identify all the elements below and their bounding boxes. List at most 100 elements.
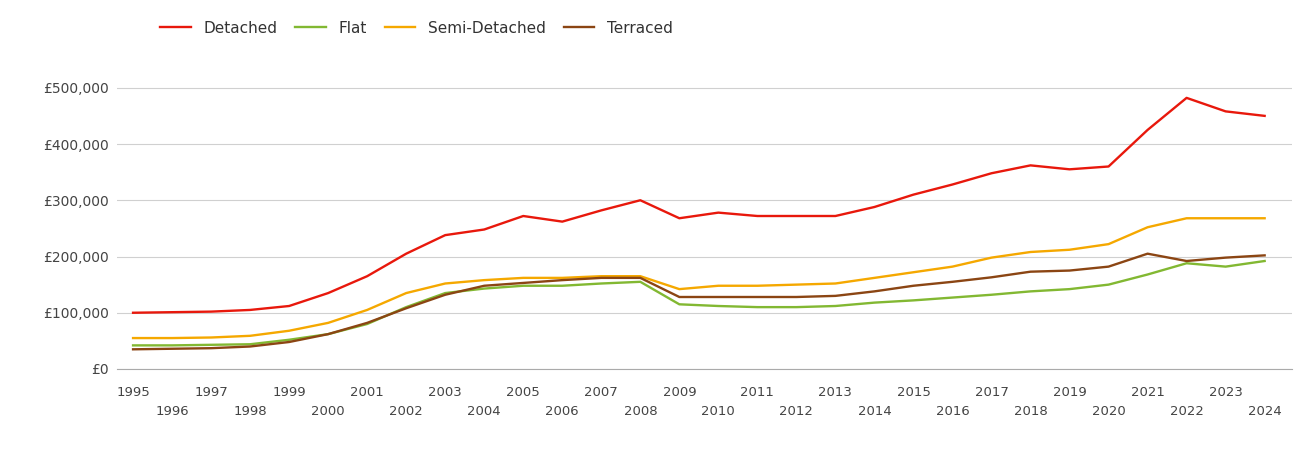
- Terraced: [672, 294, 688, 300]
- Text: 2009: 2009: [663, 386, 696, 399]
- Detached: [594, 207, 609, 213]
- Terraced: [1100, 264, 1116, 269]
- Flat: [555, 283, 570, 288]
- Flat: [164, 343, 180, 348]
- Terraced: [749, 294, 765, 300]
- Text: 2006: 2006: [545, 405, 579, 418]
- Terraced: [359, 320, 375, 325]
- Terraced: [164, 346, 180, 351]
- Legend: Detached, Flat, Semi-Detached, Terraced: Detached, Flat, Semi-Detached, Terraced: [161, 21, 672, 36]
- Terraced: [398, 306, 414, 311]
- Detached: [984, 171, 1000, 176]
- Semi-Detached: [243, 333, 258, 338]
- Terraced: [204, 346, 219, 351]
- Detached: [1218, 109, 1233, 114]
- Semi-Detached: [398, 290, 414, 296]
- Semi-Detached: [906, 270, 921, 275]
- Terraced: [710, 294, 726, 300]
- Flat: [282, 337, 298, 342]
- Terraced: [1139, 251, 1155, 256]
- Terraced: [788, 294, 804, 300]
- Flat: [125, 343, 141, 348]
- Text: 2004: 2004: [467, 405, 501, 418]
- Flat: [945, 295, 960, 300]
- Line: Flat: Flat: [133, 261, 1265, 346]
- Detached: [164, 310, 180, 315]
- Text: 1997: 1997: [194, 386, 228, 399]
- Text: 2010: 2010: [702, 405, 735, 418]
- Semi-Detached: [204, 335, 219, 340]
- Text: 1996: 1996: [155, 405, 189, 418]
- Terraced: [594, 275, 609, 281]
- Flat: [515, 283, 531, 288]
- Flat: [906, 298, 921, 303]
- Text: 2001: 2001: [350, 386, 384, 399]
- Text: 2007: 2007: [585, 386, 619, 399]
- Semi-Detached: [515, 275, 531, 281]
- Text: 2008: 2008: [624, 405, 658, 418]
- Semi-Detached: [1100, 241, 1116, 247]
- Text: 1999: 1999: [273, 386, 305, 399]
- Terraced: [827, 293, 843, 299]
- Detached: [204, 309, 219, 314]
- Semi-Detached: [359, 307, 375, 313]
- Semi-Detached: [555, 275, 570, 281]
- Detached: [515, 213, 531, 219]
- Text: 1998: 1998: [234, 405, 268, 418]
- Terraced: [320, 331, 335, 337]
- Semi-Detached: [164, 335, 180, 341]
- Detached: [788, 213, 804, 219]
- Text: 2015: 2015: [897, 386, 930, 399]
- Flat: [672, 302, 688, 307]
- Detached: [243, 307, 258, 313]
- Flat: [476, 286, 492, 291]
- Text: 2012: 2012: [779, 405, 813, 418]
- Semi-Detached: [945, 264, 960, 269]
- Semi-Detached: [827, 281, 843, 286]
- Flat: [1178, 261, 1194, 266]
- Flat: [1218, 264, 1233, 269]
- Line: Semi-Detached: Semi-Detached: [133, 218, 1265, 338]
- Terraced: [1023, 269, 1039, 274]
- Terraced: [1257, 253, 1272, 258]
- Flat: [437, 290, 453, 296]
- Detached: [1178, 95, 1194, 101]
- Semi-Detached: [594, 274, 609, 279]
- Text: 2000: 2000: [312, 405, 345, 418]
- Terraced: [243, 344, 258, 349]
- Text: 2005: 2005: [506, 386, 540, 399]
- Terraced: [125, 346, 141, 352]
- Flat: [1062, 286, 1078, 292]
- Text: 2018: 2018: [1014, 405, 1048, 418]
- Flat: [827, 303, 843, 309]
- Terraced: [867, 289, 882, 294]
- Text: 2020: 2020: [1092, 405, 1125, 418]
- Semi-Detached: [1062, 247, 1078, 252]
- Terraced: [633, 275, 649, 281]
- Text: 2023: 2023: [1208, 386, 1242, 399]
- Flat: [1139, 272, 1155, 277]
- Detached: [1023, 163, 1039, 168]
- Semi-Detached: [1023, 249, 1039, 255]
- Semi-Detached: [320, 320, 335, 325]
- Detached: [867, 204, 882, 210]
- Flat: [204, 342, 219, 347]
- Text: 2013: 2013: [818, 386, 852, 399]
- Detached: [476, 227, 492, 232]
- Detached: [1062, 166, 1078, 172]
- Flat: [1257, 258, 1272, 264]
- Text: 2003: 2003: [428, 386, 462, 399]
- Flat: [243, 342, 258, 347]
- Text: 2024: 2024: [1248, 405, 1282, 418]
- Terraced: [1062, 268, 1078, 273]
- Detached: [320, 290, 335, 296]
- Detached: [906, 192, 921, 197]
- Text: 2021: 2021: [1130, 386, 1164, 399]
- Detached: [555, 219, 570, 224]
- Flat: [710, 303, 726, 309]
- Semi-Detached: [476, 277, 492, 283]
- Semi-Detached: [282, 328, 298, 333]
- Semi-Detached: [710, 283, 726, 288]
- Detached: [398, 251, 414, 256]
- Flat: [1100, 282, 1116, 287]
